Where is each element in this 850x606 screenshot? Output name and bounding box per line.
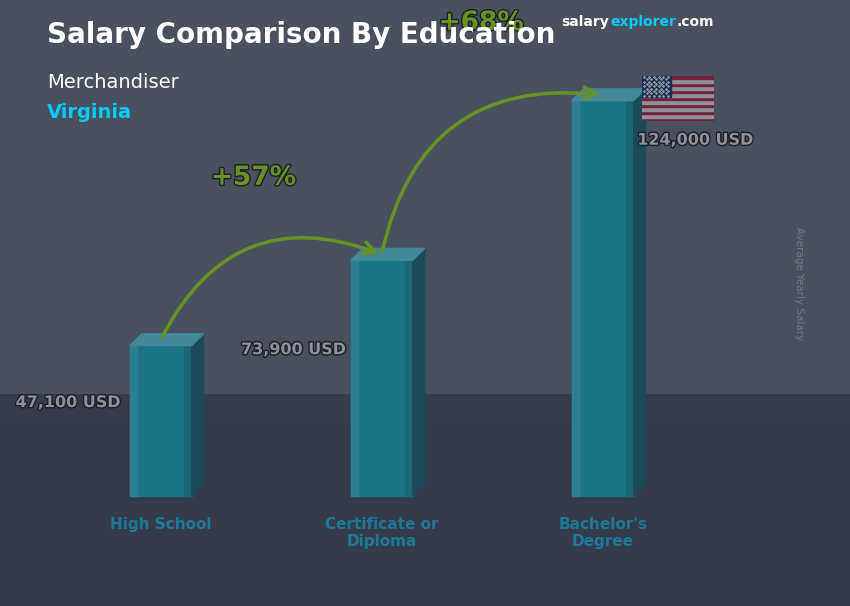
Bar bbox=[642, 111, 714, 114]
Text: Virginia: Virginia bbox=[47, 103, 132, 122]
Text: +68%: +68% bbox=[439, 10, 524, 36]
Bar bbox=[642, 90, 714, 93]
Polygon shape bbox=[351, 248, 425, 260]
Text: +57%: +57% bbox=[211, 165, 296, 191]
Text: Certificate or
Diploma: Certificate or Diploma bbox=[325, 517, 439, 549]
Text: 73,900 USD: 73,900 USD bbox=[241, 342, 346, 357]
Bar bbox=[572, 101, 633, 496]
Text: 124,000 USD: 124,000 USD bbox=[638, 133, 754, 148]
Polygon shape bbox=[412, 248, 425, 496]
Bar bbox=[642, 114, 714, 118]
Polygon shape bbox=[633, 89, 646, 496]
Bar bbox=[642, 83, 714, 86]
Bar bbox=[130, 345, 137, 496]
Text: explorer: explorer bbox=[610, 15, 676, 29]
Bar bbox=[642, 104, 714, 107]
Bar bbox=[572, 101, 579, 496]
Text: Salary Comparison By Education: Salary Comparison By Education bbox=[47, 21, 555, 49]
Bar bbox=[642, 79, 714, 83]
Text: salary: salary bbox=[561, 15, 609, 29]
Bar bbox=[405, 260, 412, 496]
Bar bbox=[642, 107, 714, 111]
Bar bbox=[626, 101, 633, 496]
Text: .com: .com bbox=[677, 15, 714, 29]
Bar bbox=[642, 100, 714, 104]
Text: Merchandiser: Merchandiser bbox=[47, 73, 178, 92]
Bar bbox=[642, 86, 714, 90]
Polygon shape bbox=[572, 89, 646, 101]
Polygon shape bbox=[191, 334, 204, 496]
Bar bbox=[642, 118, 714, 121]
Text: Average Yearly Salary: Average Yearly Salary bbox=[795, 227, 804, 340]
Bar bbox=[130, 345, 191, 496]
Polygon shape bbox=[130, 334, 204, 345]
Text: High School: High School bbox=[110, 517, 212, 532]
Bar bbox=[351, 260, 358, 496]
Text: Bachelor's
Degree: Bachelor's Degree bbox=[558, 517, 647, 549]
Bar bbox=[642, 76, 671, 97]
Bar bbox=[642, 76, 714, 79]
Bar bbox=[642, 97, 714, 100]
Text: 47,100 USD: 47,100 USD bbox=[15, 395, 121, 410]
Bar bbox=[184, 345, 191, 496]
Bar bbox=[351, 260, 412, 496]
Bar bbox=[642, 93, 714, 97]
